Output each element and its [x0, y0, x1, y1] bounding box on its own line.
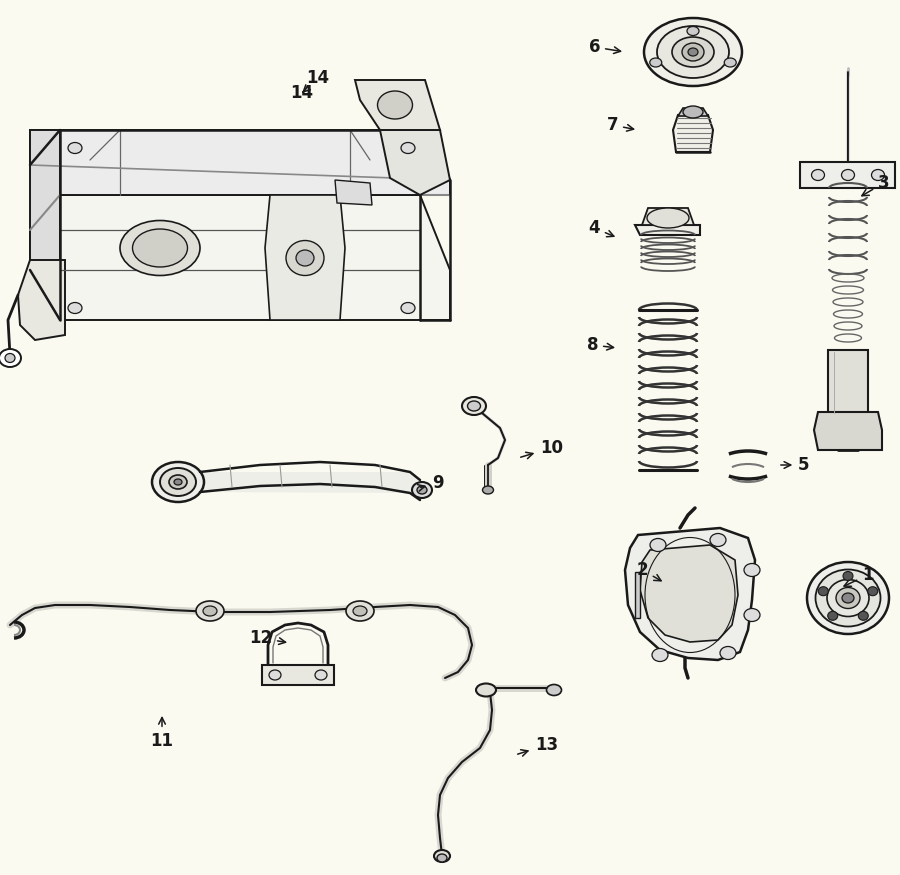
Ellipse shape [818, 587, 828, 596]
Ellipse shape [683, 106, 703, 118]
Ellipse shape [812, 170, 824, 180]
Polygon shape [635, 572, 640, 618]
Ellipse shape [286, 241, 324, 276]
Ellipse shape [417, 486, 427, 494]
Ellipse shape [688, 48, 698, 56]
Ellipse shape [828, 612, 838, 620]
Text: 4: 4 [589, 219, 614, 237]
Text: 9: 9 [418, 474, 444, 492]
Polygon shape [335, 180, 372, 205]
Polygon shape [814, 412, 882, 450]
Ellipse shape [412, 482, 432, 498]
Ellipse shape [269, 670, 281, 680]
Ellipse shape [462, 397, 486, 415]
Ellipse shape [437, 854, 447, 862]
Ellipse shape [132, 229, 187, 267]
Ellipse shape [807, 562, 889, 634]
Text: 14: 14 [303, 69, 329, 92]
Text: 12: 12 [249, 629, 285, 647]
Ellipse shape [836, 587, 860, 608]
Ellipse shape [650, 538, 666, 551]
Ellipse shape [672, 37, 714, 67]
Ellipse shape [315, 670, 327, 680]
Text: 14: 14 [291, 84, 313, 102]
Ellipse shape [434, 850, 450, 862]
Ellipse shape [401, 143, 415, 153]
Ellipse shape [815, 570, 880, 626]
Ellipse shape [859, 612, 868, 620]
Polygon shape [30, 195, 450, 320]
Polygon shape [18, 260, 65, 340]
Ellipse shape [353, 606, 367, 616]
Ellipse shape [650, 58, 662, 67]
Polygon shape [380, 130, 450, 195]
Text: 7: 7 [607, 116, 634, 134]
Ellipse shape [482, 486, 493, 494]
Ellipse shape [476, 683, 496, 696]
Ellipse shape [296, 250, 314, 266]
Text: 13: 13 [518, 736, 558, 756]
Ellipse shape [843, 571, 853, 580]
Text: 1: 1 [844, 566, 874, 586]
Polygon shape [625, 528, 755, 660]
Ellipse shape [720, 647, 736, 660]
Ellipse shape [652, 648, 668, 662]
Text: 3: 3 [862, 174, 889, 196]
Polygon shape [265, 195, 345, 320]
Polygon shape [678, 108, 708, 116]
Polygon shape [640, 545, 738, 642]
Ellipse shape [169, 475, 187, 489]
Ellipse shape [152, 462, 204, 502]
Text: 8: 8 [587, 336, 614, 354]
Ellipse shape [174, 479, 182, 485]
Ellipse shape [657, 26, 729, 78]
Text: 6: 6 [589, 38, 621, 56]
Ellipse shape [827, 579, 869, 617]
Ellipse shape [467, 401, 481, 411]
Ellipse shape [68, 143, 82, 153]
Polygon shape [642, 208, 694, 225]
Ellipse shape [842, 593, 854, 603]
Ellipse shape [377, 91, 412, 119]
Ellipse shape [160, 468, 196, 496]
Polygon shape [828, 350, 868, 415]
Ellipse shape [0, 349, 21, 367]
Ellipse shape [5, 354, 15, 362]
Polygon shape [635, 225, 700, 235]
Ellipse shape [871, 170, 885, 180]
Polygon shape [30, 130, 60, 320]
Polygon shape [262, 665, 334, 685]
Polygon shape [800, 162, 895, 188]
Text: 2: 2 [636, 561, 662, 581]
Text: 5: 5 [781, 456, 809, 474]
Polygon shape [30, 130, 450, 195]
Text: 11: 11 [150, 718, 174, 750]
Ellipse shape [401, 303, 415, 313]
Ellipse shape [346, 601, 374, 621]
Ellipse shape [647, 208, 689, 228]
Polygon shape [200, 472, 420, 500]
Polygon shape [355, 80, 440, 130]
Ellipse shape [724, 58, 736, 67]
Polygon shape [673, 115, 713, 152]
Ellipse shape [682, 43, 704, 61]
Text: 10: 10 [521, 439, 563, 458]
Ellipse shape [546, 684, 562, 696]
Ellipse shape [744, 608, 760, 621]
Ellipse shape [868, 587, 878, 596]
Ellipse shape [710, 534, 726, 547]
Ellipse shape [203, 606, 217, 616]
Ellipse shape [68, 303, 82, 313]
Ellipse shape [120, 220, 200, 276]
Ellipse shape [196, 601, 224, 621]
Ellipse shape [842, 170, 854, 180]
Ellipse shape [644, 18, 742, 86]
Ellipse shape [744, 564, 760, 577]
Ellipse shape [687, 26, 699, 36]
